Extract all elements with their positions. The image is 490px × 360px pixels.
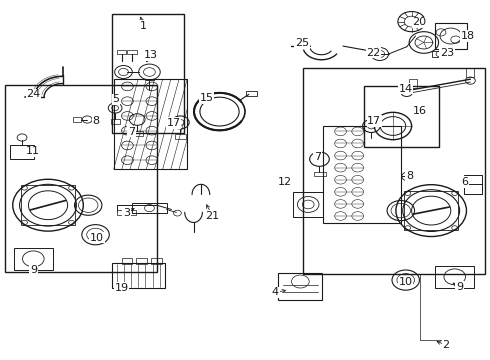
Bar (303, 68, 485, 274)
Text: 10: 10 (399, 277, 413, 287)
Bar (409, 79, 416, 88)
Bar (112, 263, 165, 288)
Bar (132, 131, 143, 136)
Text: 15: 15 (200, 93, 214, 103)
Text: 2: 2 (442, 340, 449, 350)
Bar (246, 91, 257, 96)
Bar (10, 145, 34, 159)
Bar (466, 68, 474, 77)
Text: 17: 17 (368, 116, 381, 126)
Text: 22: 22 (366, 48, 381, 58)
Text: 13: 13 (144, 50, 158, 60)
Bar (112, 14, 184, 133)
Bar (117, 50, 126, 54)
Bar (464, 175, 482, 194)
Text: 24: 24 (26, 89, 41, 99)
Bar (435, 266, 474, 288)
Text: 16: 16 (413, 106, 426, 116)
Text: 4: 4 (272, 287, 279, 297)
Text: 8: 8 (406, 171, 413, 181)
Bar (404, 191, 458, 230)
Text: 6: 6 (461, 177, 468, 187)
Text: 9: 9 (30, 265, 37, 275)
Bar (5, 85, 157, 272)
Bar (151, 258, 162, 264)
Text: 17: 17 (167, 118, 180, 128)
Bar (435, 23, 467, 49)
Bar (73, 117, 81, 122)
Text: 25: 25 (295, 38, 309, 48)
Bar (278, 273, 322, 300)
Text: 5: 5 (113, 94, 120, 104)
Text: 18: 18 (461, 31, 474, 41)
Bar (111, 119, 120, 124)
Text: 14: 14 (399, 84, 413, 94)
Text: 9: 9 (456, 282, 463, 292)
Text: 20: 20 (413, 17, 426, 27)
Text: 23: 23 (440, 48, 454, 58)
Bar (432, 51, 448, 57)
Text: 7: 7 (128, 127, 135, 137)
Bar (122, 258, 132, 264)
Bar (127, 50, 137, 54)
Bar (14, 248, 53, 270)
Text: 12: 12 (278, 177, 292, 187)
Text: 1: 1 (140, 21, 147, 31)
Bar (175, 134, 186, 139)
Text: 3: 3 (123, 208, 130, 218)
Bar (364, 86, 439, 147)
Text: 7: 7 (314, 152, 321, 162)
Bar (314, 172, 326, 176)
Text: 21: 21 (206, 211, 220, 221)
Bar (132, 203, 167, 213)
Text: 19: 19 (115, 283, 128, 293)
Bar (136, 258, 147, 264)
Text: 10: 10 (90, 233, 104, 243)
Bar (114, 79, 187, 169)
Text: 11: 11 (26, 146, 40, 156)
Bar (21, 185, 75, 225)
Text: 8: 8 (93, 116, 99, 126)
Bar (323, 126, 401, 223)
Bar (117, 210, 136, 215)
Bar (293, 192, 323, 217)
